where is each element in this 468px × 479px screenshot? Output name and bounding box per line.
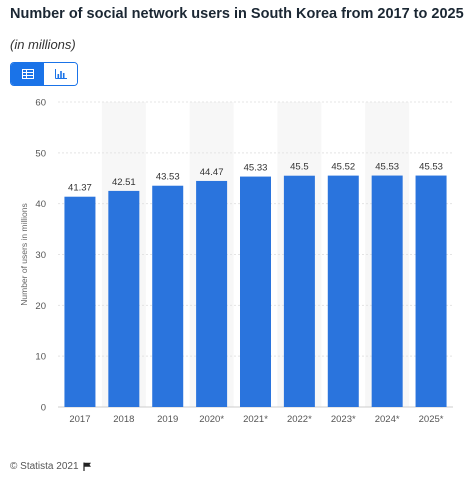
- y-tick-label: 50: [35, 148, 46, 159]
- y-axis-label: Number of users in millions: [19, 203, 29, 306]
- bar[interactable]: [152, 185, 184, 407]
- chart-area: 0 10 20 30 40 50 60 Number of users in millions…: [0, 92, 468, 428]
- x-tick-label: 2020*: [199, 414, 224, 425]
- data-label: 43.53: [156, 172, 180, 183]
- chart-subtitle: (in millions): [10, 37, 76, 52]
- bar[interactable]: [415, 175, 447, 407]
- bar[interactable]: [240, 176, 271, 407]
- x-tick-label: 2024*: [375, 414, 400, 425]
- data-label: 45.52: [331, 162, 355, 173]
- y-tick-label: 60: [35, 98, 46, 109]
- data-label: 45.53: [419, 162, 443, 173]
- x-tick-label: 2025*: [419, 414, 444, 425]
- x-tick-label: 2021*: [243, 414, 268, 425]
- bar[interactable]: [64, 196, 96, 407]
- y-tick-label: 10: [35, 352, 46, 363]
- table-view-button[interactable]: [11, 63, 44, 85]
- chart-title: Number of social network users in South …: [10, 6, 464, 22]
- data-label: 45.33: [244, 163, 268, 174]
- copyright-text: © Statista 2021: [10, 461, 79, 472]
- footer: © Statista 2021: [10, 461, 92, 472]
- x-tick-label: 2018: [113, 414, 134, 425]
- x-tick-label: 2023*: [331, 414, 356, 425]
- bar[interactable]: [108, 190, 140, 407]
- y-tick-label: 40: [35, 199, 46, 210]
- data-label: 41.37: [68, 183, 92, 194]
- flag-icon[interactable]: [82, 462, 92, 471]
- x-tick-label: 2017: [69, 414, 90, 425]
- bar-chart-icon: [54, 69, 67, 79]
- data-label: 44.47: [200, 167, 224, 178]
- data-label: 45.5: [290, 162, 309, 173]
- y-tick-label: 30: [35, 250, 46, 261]
- y-tick-label: 0: [41, 403, 46, 414]
- data-label: 42.51: [112, 177, 136, 188]
- bar[interactable]: [283, 175, 315, 407]
- bar-chart: 0 10 20 30 40 50 60 Number of users in millions…: [19, 98, 453, 425]
- bar[interactable]: [196, 180, 228, 407]
- chart-view-button[interactable]: [44, 63, 77, 85]
- bar[interactable]: [371, 175, 403, 407]
- bar[interactable]: [327, 175, 359, 407]
- x-tick-label: 2022*: [287, 414, 312, 425]
- y-tick-label: 20: [35, 301, 46, 312]
- x-tick-label: 2019: [157, 414, 178, 425]
- view-toggle: [10, 62, 78, 86]
- data-label: 45.53: [375, 162, 399, 173]
- table-icon: [21, 69, 34, 79]
